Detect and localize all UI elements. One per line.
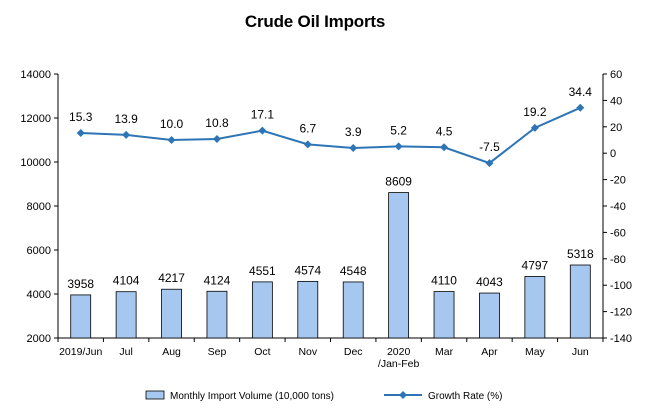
bar (206, 290, 228, 339)
bar (433, 291, 455, 339)
chart-title: Crude Oil Imports (244, 12, 386, 31)
growth-rate-label: 34.4 (569, 85, 593, 99)
right-tick-label: 60 (610, 69, 622, 81)
x-category-label: /Jan-Feb (378, 358, 420, 370)
right-tick-label: -140 (610, 333, 632, 345)
bar-value-label: 4110 (431, 274, 457, 288)
bar (115, 291, 137, 339)
bar-value-label: 4043 (476, 275, 503, 289)
right-tick-label: -60 (610, 227, 626, 239)
growth-rate-label: 13.9 (114, 112, 138, 126)
growth-rate-label: 3.9 (345, 125, 362, 139)
growth-rate-label: 6.7 (299, 121, 316, 135)
growth-rate-point (76, 129, 85, 138)
left-tick-label: 8000 (27, 201, 51, 213)
growth-rate-point (212, 134, 221, 143)
right-tick-label: 20 (610, 122, 622, 134)
right-tick-label: 0 (610, 148, 616, 160)
x-category-label: Sep (208, 346, 227, 358)
growth-rate-label: 17.1 (251, 108, 275, 122)
growth-rate-point (576, 103, 585, 112)
right-tick-label: -20 (610, 175, 626, 187)
legend-line-marker (399, 391, 407, 399)
left-tick-label: 6000 (27, 245, 51, 257)
bar (161, 288, 182, 339)
x-category-label: Jul (119, 346, 132, 358)
bar-value-label: 4797 (522, 258, 549, 272)
bar (70, 294, 92, 339)
right-tick-label: -40 (610, 201, 626, 213)
x-category-label: 2019/Jun (59, 346, 102, 358)
x-category-label: May (525, 346, 546, 358)
bar (569, 264, 591, 339)
growth-rate-line (80, 106, 581, 165)
growth-rate-point (167, 136, 176, 144)
right-tick-label: -80 (610, 254, 626, 266)
x-category-label: Apr (481, 346, 498, 358)
x-category-label: Dec (344, 346, 363, 358)
left-tick-label: 12000 (20, 113, 51, 125)
right-tick-label: 40 (610, 95, 622, 107)
growth-rate-label: 19.2 (523, 105, 547, 119)
bar-value-label: 8609 (385, 175, 412, 189)
bar-value-label: 4124 (204, 273, 231, 287)
growth-rate-point (530, 123, 539, 132)
legend-bar-label: Monthly Import Volume (10,000 tons) (170, 391, 334, 402)
growth-rate-label: 4.5 (436, 124, 453, 138)
bar (524, 276, 546, 339)
legend-bar-swatch (145, 390, 165, 400)
bar-value-label: 4217 (158, 271, 185, 285)
left-tick-label: 2000 (27, 333, 51, 345)
bar (479, 292, 500, 339)
bar-value-label: 3958 (67, 277, 94, 291)
right-tick-label: -100 (610, 280, 632, 292)
growth-rate-point (303, 140, 312, 149)
left-tick-label: 14000 (20, 69, 51, 81)
bar-value-label: 4548 (340, 264, 367, 278)
bar-value-label: 4574 (294, 263, 321, 277)
bar (388, 192, 410, 339)
bar-value-label: 4551 (249, 264, 276, 278)
x-category-label: 2020 (387, 346, 411, 358)
left-tick-label: 4000 (27, 289, 51, 301)
growth-rate-label: 10.8 (205, 116, 229, 130)
growth-rate-point (440, 143, 449, 152)
bar (251, 281, 273, 339)
x-category-label: Oct (254, 346, 270, 358)
left-tick-label: 10000 (20, 157, 51, 169)
x-category-label: Aug (162, 346, 181, 358)
growth-rate-label: 5.2 (390, 123, 407, 137)
bar-value-label: 4104 (113, 274, 140, 288)
legend-line-label: Growth Rate (%) (428, 391, 502, 402)
x-category-label: Jun (572, 346, 589, 358)
growth-rate-label: 15.3 (69, 110, 93, 124)
growth-rate-point (349, 144, 358, 153)
growth-rate-point (394, 142, 403, 151)
growth-rate-point (122, 130, 131, 139)
bar (297, 280, 319, 339)
bar (342, 281, 364, 339)
growth-rate-label: 10.0 (160, 117, 184, 131)
bar-value-label: 5318 (567, 247, 594, 261)
growth-rate-point (485, 159, 494, 168)
right-tick-label: -120 (610, 307, 632, 319)
growth-rate-point (258, 126, 267, 135)
x-category-label: Mar (435, 346, 454, 358)
growth-rate-label: -7.5 (479, 140, 500, 154)
x-category-label: Nov (298, 346, 317, 358)
